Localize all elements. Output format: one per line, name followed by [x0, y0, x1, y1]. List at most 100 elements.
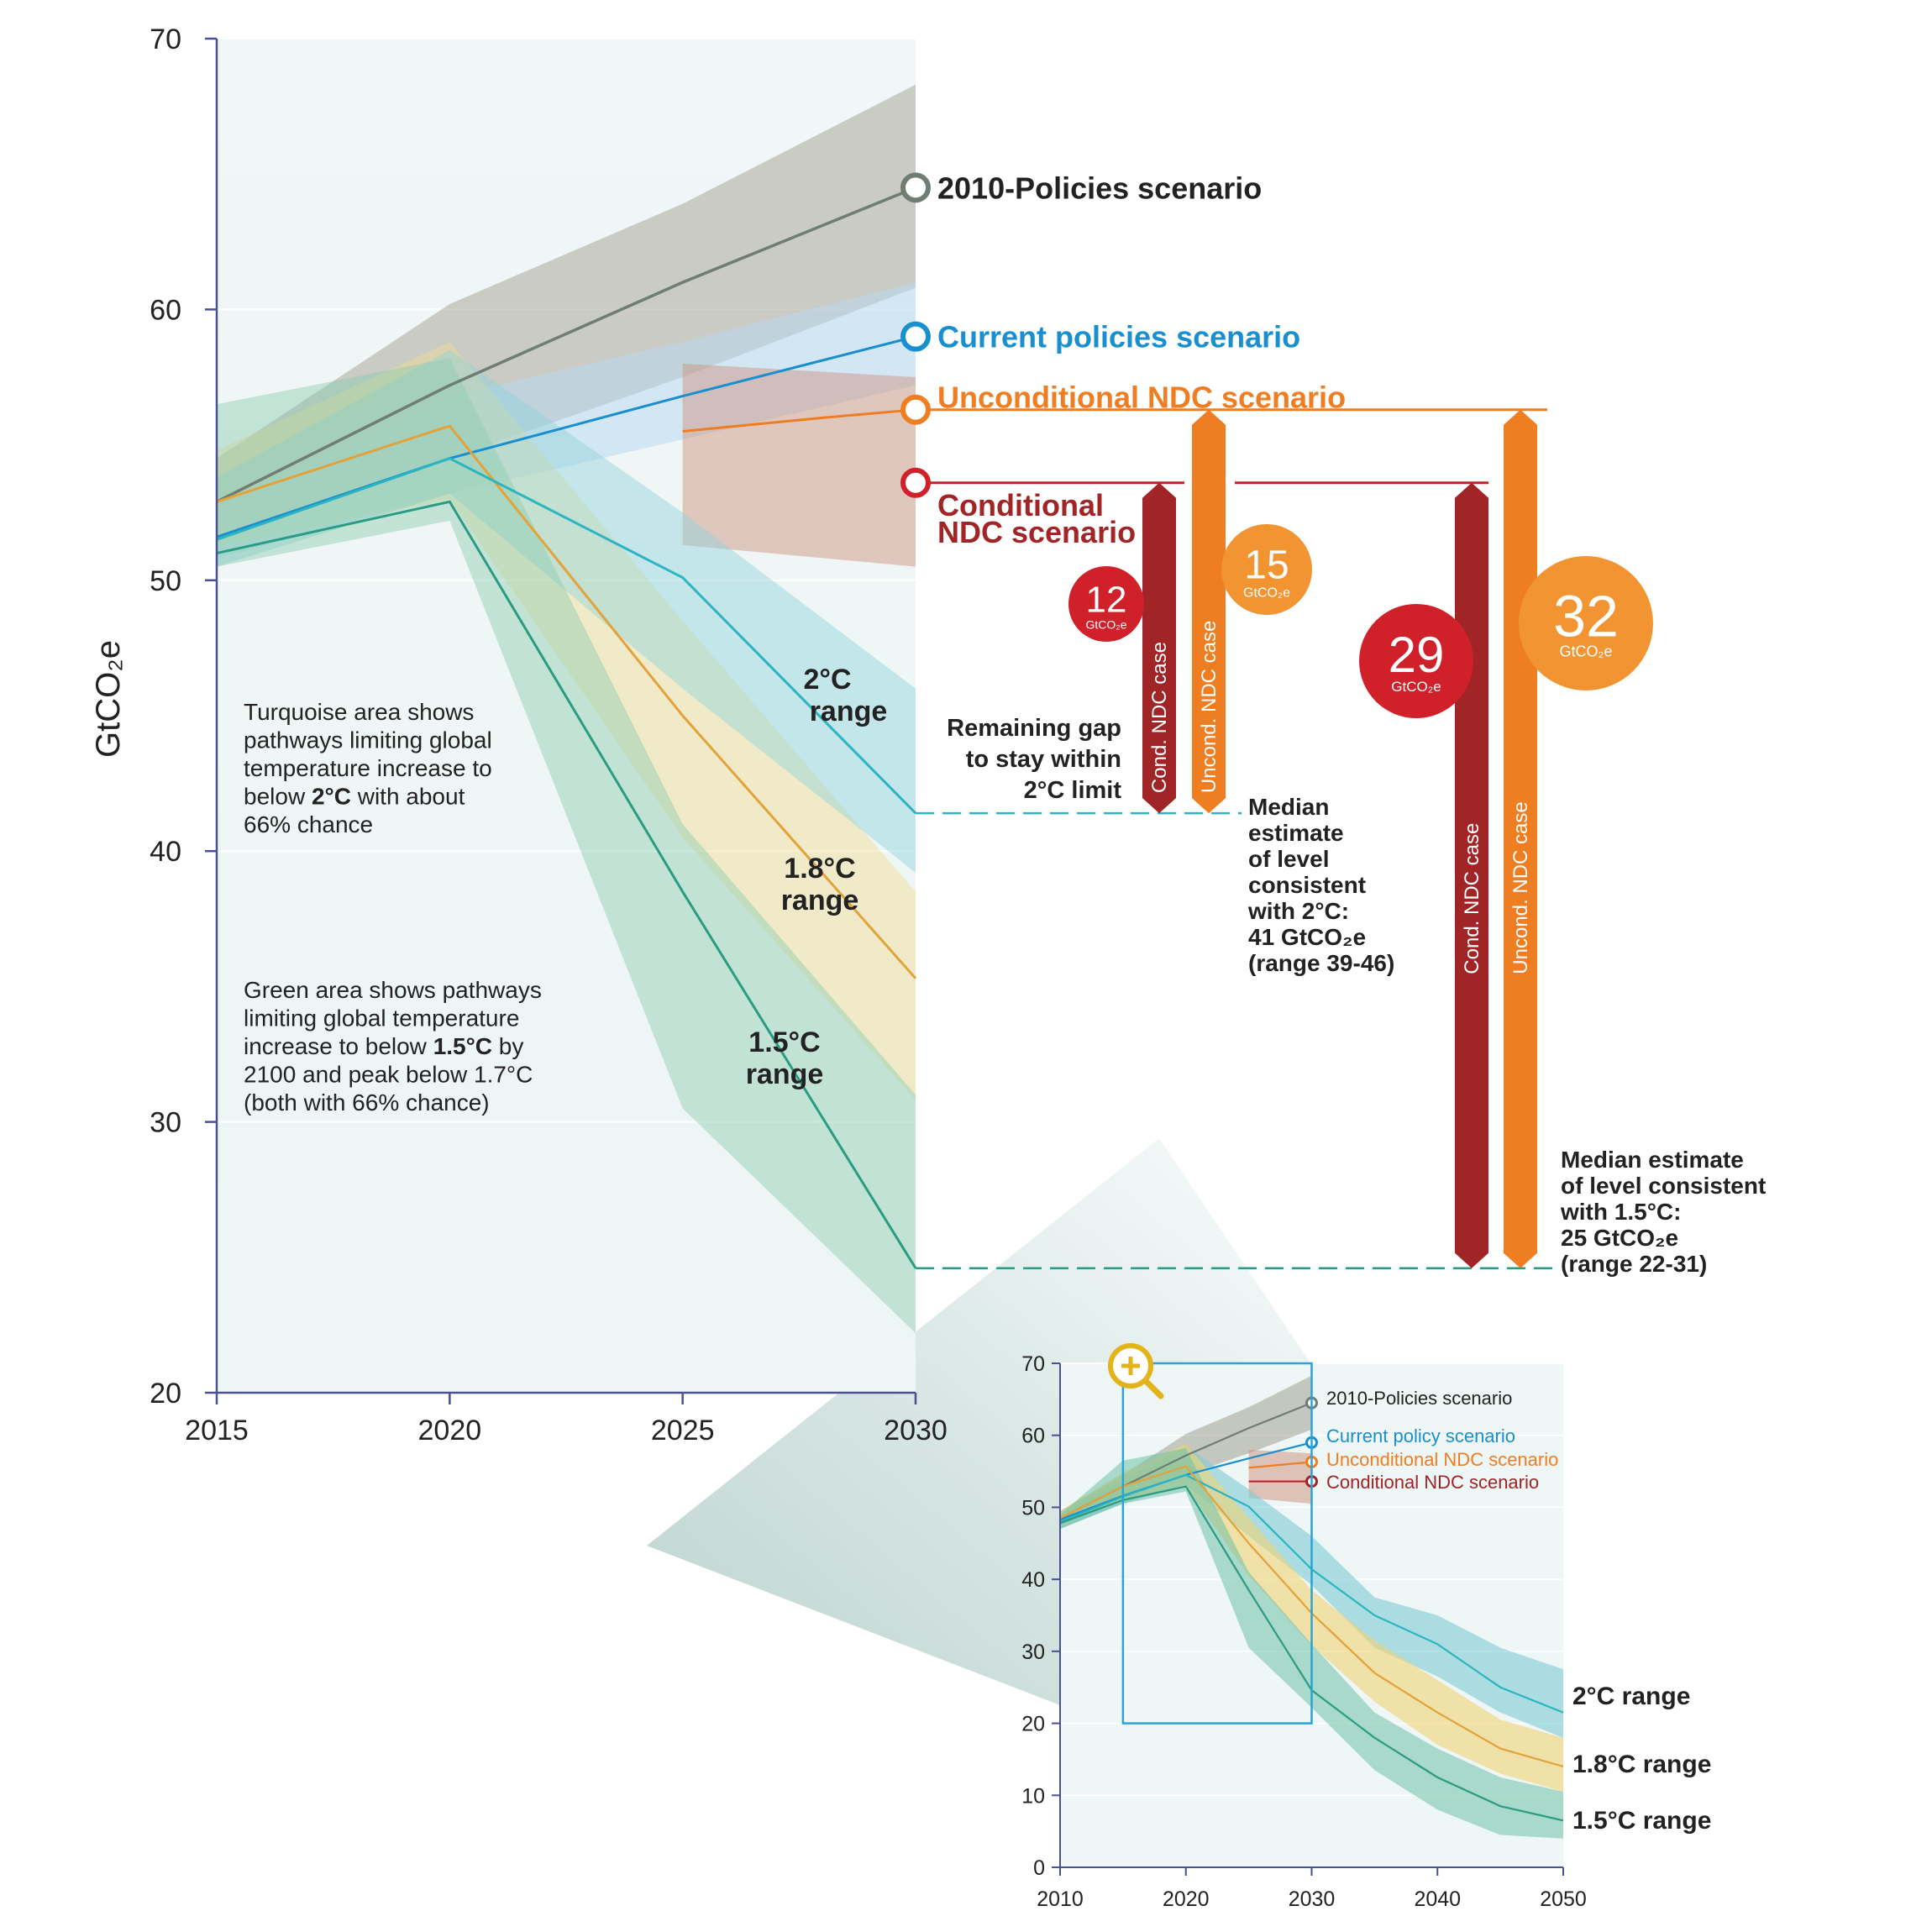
- inset-x-tick-label-2010: 2010: [1037, 1887, 1084, 1911]
- series-lines: [216, 186, 917, 1269]
- median-15c-note-1: of level consistent: [1561, 1173, 1766, 1199]
- p2010-scenario-label: 2010-Policies scenario: [937, 171, 1262, 205]
- y-tick-label-20: 20: [150, 1378, 181, 1410]
- uncond-line: [682, 408, 916, 433]
- inset-scenario-label-0: 2010-Policies scenario: [1326, 1388, 1512, 1409]
- current-line: [216, 335, 916, 538]
- current-marker: [900, 321, 931, 352]
- g15-gap-unit: GtCO₂e: [1243, 586, 1290, 601]
- inset-y-tick-label-60: 60: [1021, 1425, 1045, 1448]
- g29-gap-value: 29: [1389, 627, 1445, 683]
- cond-scenario-label: Conditional NDC scenario: [937, 488, 1136, 549]
- g15-gap-bar-label: Uncond. NDC case: [1198, 621, 1221, 793]
- median-15c-highlight: 25 GtCO₂e: [1561, 1225, 1678, 1251]
- median-15c-range: (range 22-31): [1561, 1251, 1707, 1277]
- r2-line: [216, 457, 917, 815]
- cond-marker: [900, 467, 931, 498]
- inset-range-label-2: 1.5°C range: [1572, 1807, 1711, 1835]
- magnifier-plus-icon: [1108, 1343, 1164, 1399]
- median-15c-note-2: with 1.5°C:: [1560, 1199, 1681, 1225]
- g32-gap-circle: [1519, 556, 1653, 690]
- median-15c-note-0: Median estimate: [1561, 1147, 1744, 1173]
- y-tick-label-50: 50: [150, 565, 181, 597]
- inset-y-tick-label-40: 40: [1021, 1568, 1045, 1592]
- inset-x-tick-label-2030: 2030: [1289, 1887, 1336, 1911]
- median-2c-note-2: of level: [1248, 846, 1329, 872]
- inset-uncond-line: [1248, 1461, 1312, 1469]
- x-tick-label-2030: 2030: [884, 1415, 948, 1446]
- y-tick-label-70: 70: [150, 24, 181, 55]
- r2-band: [217, 349, 916, 873]
- median-2c-range: (range 39-46): [1248, 950, 1394, 976]
- g12-gap-bar: [1142, 482, 1176, 814]
- x-tick-label-2025: 2025: [651, 1415, 715, 1446]
- inset-y-tick-label-0: 0: [1033, 1856, 1045, 1880]
- remaining-gap-note-1: to stay within: [966, 746, 1121, 773]
- inset-y-tick-label-50: 50: [1021, 1496, 1045, 1520]
- y-tick-label-60: 60: [150, 294, 181, 326]
- r2-range-label-1: 2°C: [803, 664, 851, 696]
- inset-y-tick-label-30: 30: [1021, 1641, 1045, 1664]
- inset-range-label-1: 1.8°C range: [1572, 1751, 1711, 1778]
- inset-y-tick-label-20: 20: [1021, 1713, 1045, 1736]
- range-bands: [217, 84, 916, 1334]
- g29-gap-unit: GtCO₂e: [1391, 679, 1441, 695]
- g32-gap-bar-label: Uncond. NDC case: [1509, 801, 1532, 974]
- inset-y-tick-label-10: 10: [1021, 1784, 1045, 1808]
- median-2c-note-0: Median: [1248, 794, 1329, 820]
- r15-range-label-1: 1.5°C: [748, 1026, 820, 1058]
- g12-gap-bar-label: Cond. NDC case: [1148, 642, 1171, 793]
- inset-x-tick-label-2020: 2020: [1163, 1887, 1210, 1911]
- p2010-line: [216, 186, 916, 503]
- inset-scenario-label-1: Current policy scenario: [1326, 1425, 1515, 1446]
- inset-r2-band: [1060, 1446, 1563, 1738]
- current-band: [217, 282, 916, 559]
- g29-gap-circle: [1359, 604, 1473, 718]
- r15-band: [217, 358, 916, 1334]
- r15-line: [216, 500, 917, 1269]
- inset-r15-band: [1060, 1448, 1563, 1839]
- median-2c-note-4: with 2°C:: [1247, 898, 1349, 924]
- r18-band: [217, 342, 916, 1100]
- x-tick-label-2020: 2020: [418, 1415, 482, 1446]
- g15-gap-bar: [1192, 409, 1226, 814]
- r18-range-label-2: range: [781, 885, 859, 916]
- g29-gap-bar-label: Cond. NDC case: [1461, 823, 1483, 974]
- g12-gap-circle: [1068, 566, 1144, 642]
- r18-line: [216, 424, 917, 979]
- median-2c-note-3: consistent: [1248, 872, 1366, 898]
- inset-range-label-0: 2°C range: [1572, 1683, 1690, 1710]
- uncond-scenario-label: Unconditional NDC scenario: [937, 381, 1346, 415]
- inset-x-tick-label-2050: 2050: [1540, 1887, 1587, 1911]
- g12-gap-value: 12: [1086, 580, 1127, 621]
- uncond-marker: [900, 394, 931, 425]
- y-tick-label-40: 40: [150, 836, 181, 868]
- median-2c-note-1: estimate: [1248, 820, 1344, 846]
- inset-x-tick-label-2040: 2040: [1414, 1887, 1461, 1911]
- note-turquoise-area: Turquoise area shows pathways limiting gl…: [244, 699, 492, 837]
- remaining-gap-note-0: Remaining gap: [947, 715, 1121, 742]
- g32-gap-unit: GtCO₂e: [1560, 643, 1613, 659]
- g15-gap-circle: [1221, 524, 1312, 615]
- y-axis-label: GtCO₂e: [90, 640, 127, 758]
- median-2c-highlight: 41 GtCO₂e: [1248, 924, 1366, 950]
- r2-range-label-2: range: [810, 696, 888, 727]
- x-tick-label-2015: 2015: [185, 1415, 249, 1446]
- inset-scenario-label-3: Conditional NDC scenario: [1326, 1472, 1539, 1493]
- inset-zoom-box: [1121, 1362, 1313, 1725]
- inset-uncond-band: [1248, 1449, 1312, 1504]
- inset-y-tick-label-70: 70: [1021, 1352, 1045, 1376]
- inset-scenario-label-2: Unconditional NDC scenario: [1326, 1449, 1558, 1470]
- remaining-gap-note-2: 2°C limit: [1024, 777, 1122, 804]
- current-scenario-label: Current policies scenario: [937, 320, 1300, 354]
- r18-range-label-1: 1.8°C: [784, 853, 855, 885]
- p2010-marker: [900, 172, 931, 203]
- uncond-band: [682, 363, 916, 567]
- r15-range-label-2: range: [746, 1058, 824, 1090]
- gap-annotations: 2010-Policies scenario Current policies s…: [900, 171, 1766, 1277]
- g12-gap-unit: GtCO₂e: [1086, 618, 1127, 632]
- g15-gap-value: 15: [1244, 543, 1289, 588]
